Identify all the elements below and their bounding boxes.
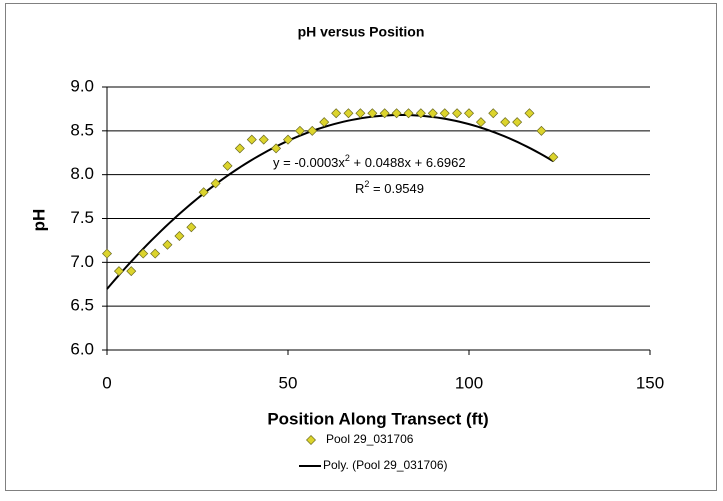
y-tick-label: 6.5 (70, 296, 94, 315)
x-tick-label: 100 (455, 373, 483, 392)
data-point (536, 125, 547, 136)
data-point (439, 108, 450, 119)
chart-title: pH versus Position (298, 24, 425, 40)
legend-label: Poly. (Pool 29_031706) (323, 458, 448, 472)
y-tick-label: 8.0 (70, 164, 94, 183)
data-point (234, 143, 245, 154)
data-point (307, 125, 318, 136)
data-point (331, 108, 342, 119)
data-point (271, 143, 282, 154)
trendline (106, 113, 554, 290)
data-point (186, 222, 197, 233)
data-point (403, 108, 414, 119)
data-point (415, 108, 426, 119)
data-point (355, 108, 366, 119)
data-point (367, 108, 378, 119)
y-tick-label: 9.0 (70, 76, 94, 95)
data-point (258, 134, 269, 145)
y-tick-label: 7.0 (70, 252, 94, 271)
equation-part: y = -0.0003x (273, 155, 345, 170)
data-point (102, 248, 112, 259)
trendline-equation: y = -0.0003x2 + 0.0488x + 6.6962 (273, 153, 466, 170)
data-point (379, 108, 390, 119)
r-squared-exponent: 2 (364, 179, 369, 189)
y-tick-label: 7.5 (70, 208, 94, 227)
data-point (150, 248, 161, 259)
data-point (174, 231, 185, 242)
equation-part: + 0.0488x + 6.6962 (350, 155, 466, 170)
y-axis-label: pH (29, 209, 48, 232)
data-point (246, 134, 257, 145)
data-point (113, 266, 124, 277)
r-squared: R2 = 0.9549 (355, 179, 424, 196)
x-axis-label: Position Along Transect (ft) (267, 409, 488, 428)
data-point (126, 266, 137, 277)
y-tick-label: 8.5 (70, 120, 94, 139)
data-point (138, 248, 149, 259)
data-point (488, 108, 499, 119)
data-point (427, 108, 438, 119)
r-squared-part: R (355, 181, 364, 196)
legend-marker (306, 435, 316, 445)
data-point (512, 117, 523, 128)
data-point (162, 239, 173, 250)
data-point (294, 125, 305, 136)
x-tick-label: 150 (636, 373, 664, 392)
y-tick-label: 6.0 (70, 339, 94, 358)
data-point (524, 108, 535, 119)
data-point (210, 178, 221, 189)
data-point (222, 160, 233, 171)
x-tick-label: 0 (102, 373, 111, 392)
data-point (391, 108, 402, 119)
legend-label: Pool 29_031706 (326, 432, 414, 446)
equation-exponent: 2 (345, 153, 350, 163)
data-point (319, 117, 330, 128)
data-point (464, 108, 474, 119)
data-point (283, 134, 293, 145)
data-point (343, 108, 354, 119)
chart-border (5, 3, 717, 491)
data-point (548, 152, 559, 163)
data-point (198, 187, 209, 198)
data-point (452, 108, 463, 119)
data-point (475, 117, 486, 128)
r-squared-part: = 0.9549 (369, 181, 424, 196)
x-tick-label: 50 (279, 373, 298, 392)
data-point (500, 117, 511, 128)
